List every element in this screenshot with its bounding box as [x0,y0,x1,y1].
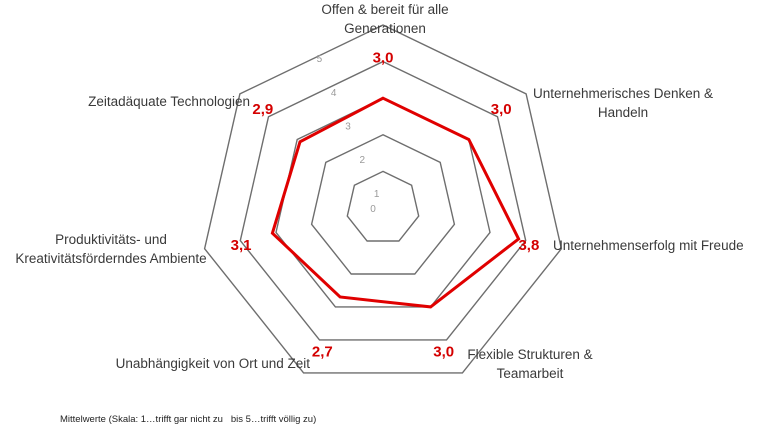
value-label-3: 3,0 [433,344,454,361]
grid-ring-5 [203,24,563,374]
series-line [270,96,521,309]
value-label-5: 3,1 [231,237,252,254]
value-label-0: 3,0 [373,49,394,66]
axis-label-flexible-strukturen: Flexible Strukturen & Teamarbeit [467,347,593,381]
scale-tick-1: 1 [374,189,380,200]
value-label-2: 3,8 [518,237,539,254]
axis-label-ambiente: Produktivitäts- und Kreativitätsfördernd… [15,232,207,266]
axis-label-technologien: Zeitadäquate Technologien [88,94,250,109]
value-label-6: 2,9 [252,101,273,118]
scale-tick-4: 4 [331,88,337,99]
scale-tick-2: 2 [360,155,366,166]
scale-tick-0: 0 [370,204,376,215]
scale-tick-3: 3 [345,122,351,133]
scale-tick-5: 5 [317,54,323,65]
grid-ring-3 [275,97,491,308]
grid-ring-4 [239,60,527,341]
footnote: Mittelwerte (Skala: 1…trifft gar nicht z… [60,414,317,425]
axis-label-unternehmerisches-denken: Unternehmerisches Denken & Handeln [532,86,714,120]
grid-ring-2 [310,134,456,275]
axis-label-generationen: Offen & bereit für alle Generationen [321,2,449,36]
axis-label-unternehmenserfolg: Unternehmenserfolg mit Freude [553,238,744,253]
value-label-4: 2,7 [312,344,333,361]
axis-label-unabhaengigkeit: Unabhängigkeit von Ort und Zeit [115,356,310,371]
grid-ring-1 [346,170,420,242]
value-label-1: 3,0 [491,101,512,118]
